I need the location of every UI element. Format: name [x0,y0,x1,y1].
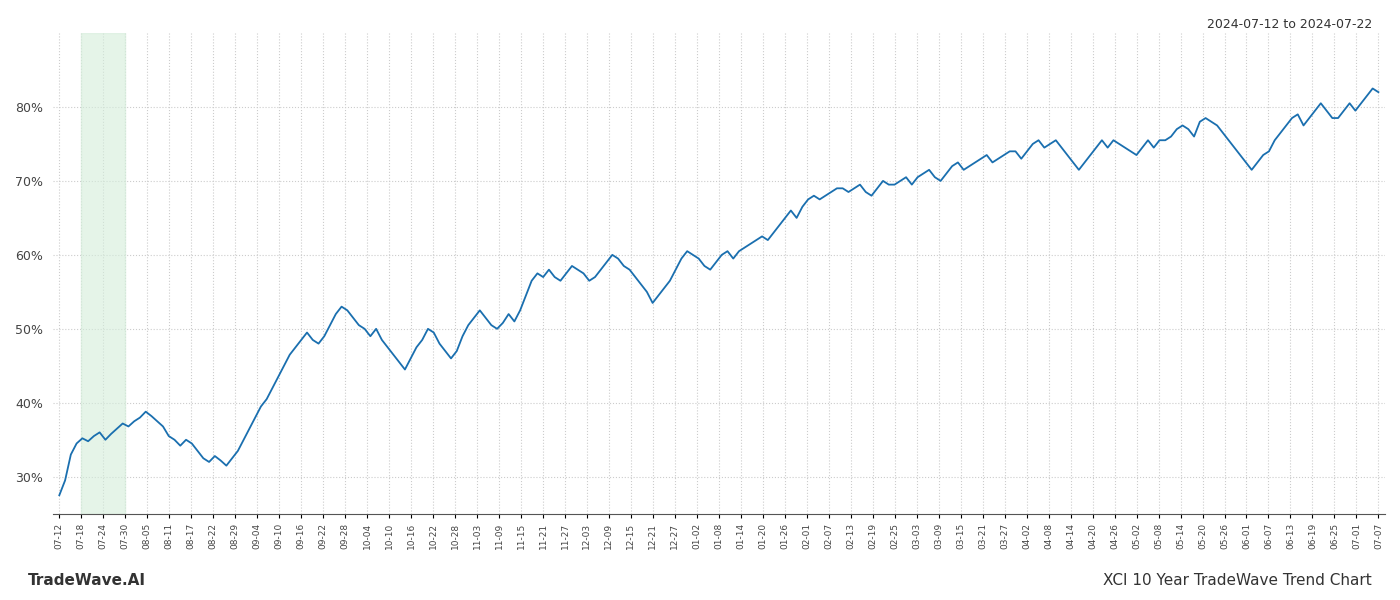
Text: XCI 10 Year TradeWave Trend Chart: XCI 10 Year TradeWave Trend Chart [1103,573,1372,588]
Text: 2024-07-12 to 2024-07-22: 2024-07-12 to 2024-07-22 [1207,18,1372,31]
Text: TradeWave.AI: TradeWave.AI [28,573,146,588]
Bar [81,33,125,514]
